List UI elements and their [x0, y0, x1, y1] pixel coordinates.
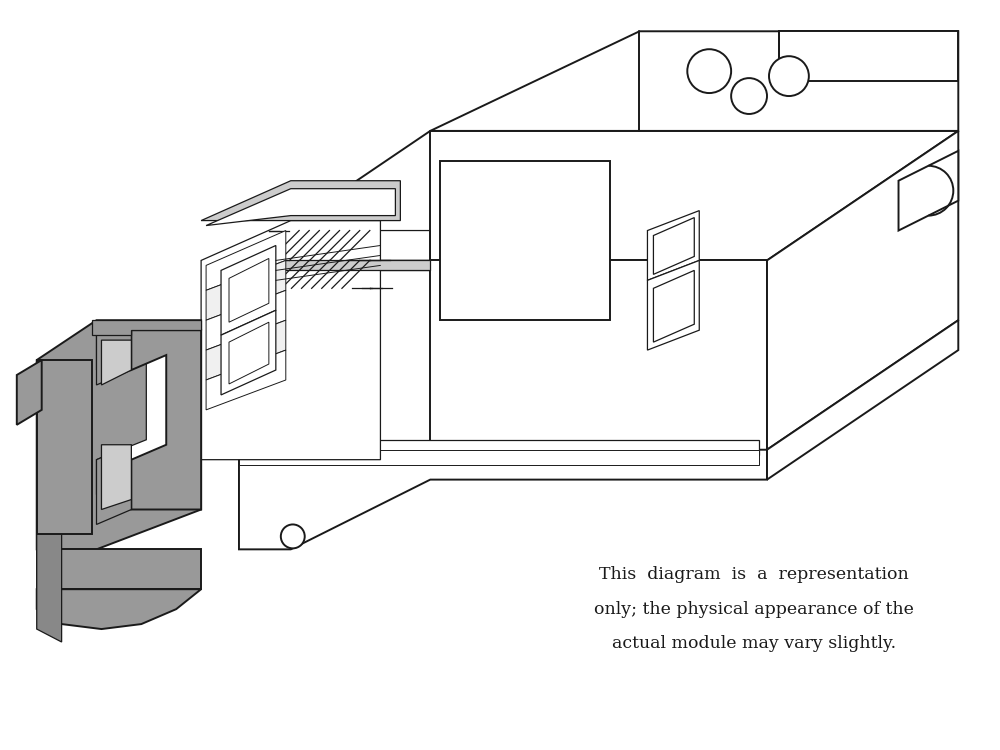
- Polygon shape: [37, 320, 201, 549]
- Polygon shape: [899, 151, 958, 230]
- Polygon shape: [239, 131, 958, 260]
- Polygon shape: [647, 260, 699, 350]
- Polygon shape: [206, 260, 286, 320]
- Polygon shape: [206, 320, 286, 380]
- Circle shape: [281, 524, 305, 548]
- Polygon shape: [96, 330, 196, 494]
- Polygon shape: [201, 181, 400, 220]
- Polygon shape: [239, 260, 767, 450]
- Polygon shape: [767, 320, 958, 479]
- Text: actual module may vary slightly.: actual module may vary slightly.: [612, 635, 896, 652]
- Polygon shape: [17, 360, 42, 424]
- Polygon shape: [96, 445, 131, 524]
- Polygon shape: [653, 271, 694, 342]
- Polygon shape: [440, 160, 610, 320]
- Polygon shape: [92, 320, 201, 335]
- Polygon shape: [239, 440, 759, 454]
- Polygon shape: [206, 230, 286, 290]
- Polygon shape: [239, 230, 430, 260]
- Polygon shape: [37, 360, 62, 642]
- Polygon shape: [229, 259, 269, 322]
- Polygon shape: [201, 220, 380, 460]
- Circle shape: [731, 78, 767, 114]
- Polygon shape: [647, 211, 699, 280]
- Polygon shape: [229, 322, 269, 384]
- Polygon shape: [101, 340, 131, 385]
- Text: only; the physical appearance of the: only; the physical appearance of the: [594, 601, 914, 618]
- Polygon shape: [206, 189, 395, 226]
- Polygon shape: [269, 260, 370, 288]
- Polygon shape: [37, 549, 201, 590]
- Polygon shape: [206, 350, 286, 410]
- Polygon shape: [239, 450, 759, 465]
- Polygon shape: [269, 230, 370, 260]
- Polygon shape: [239, 450, 767, 549]
- Polygon shape: [37, 590, 201, 629]
- Polygon shape: [96, 330, 131, 385]
- Circle shape: [769, 56, 809, 96]
- Circle shape: [687, 50, 731, 93]
- Polygon shape: [206, 290, 286, 350]
- Polygon shape: [221, 245, 276, 335]
- Polygon shape: [239, 260, 430, 271]
- Polygon shape: [430, 32, 958, 131]
- Text: This  diagram  is  a  representation: This diagram is a representation: [599, 566, 909, 583]
- Polygon shape: [767, 131, 958, 450]
- Polygon shape: [131, 330, 201, 509]
- Polygon shape: [653, 217, 694, 274]
- Polygon shape: [37, 360, 92, 535]
- Polygon shape: [101, 445, 131, 509]
- Polygon shape: [779, 32, 958, 81]
- Polygon shape: [221, 310, 276, 395]
